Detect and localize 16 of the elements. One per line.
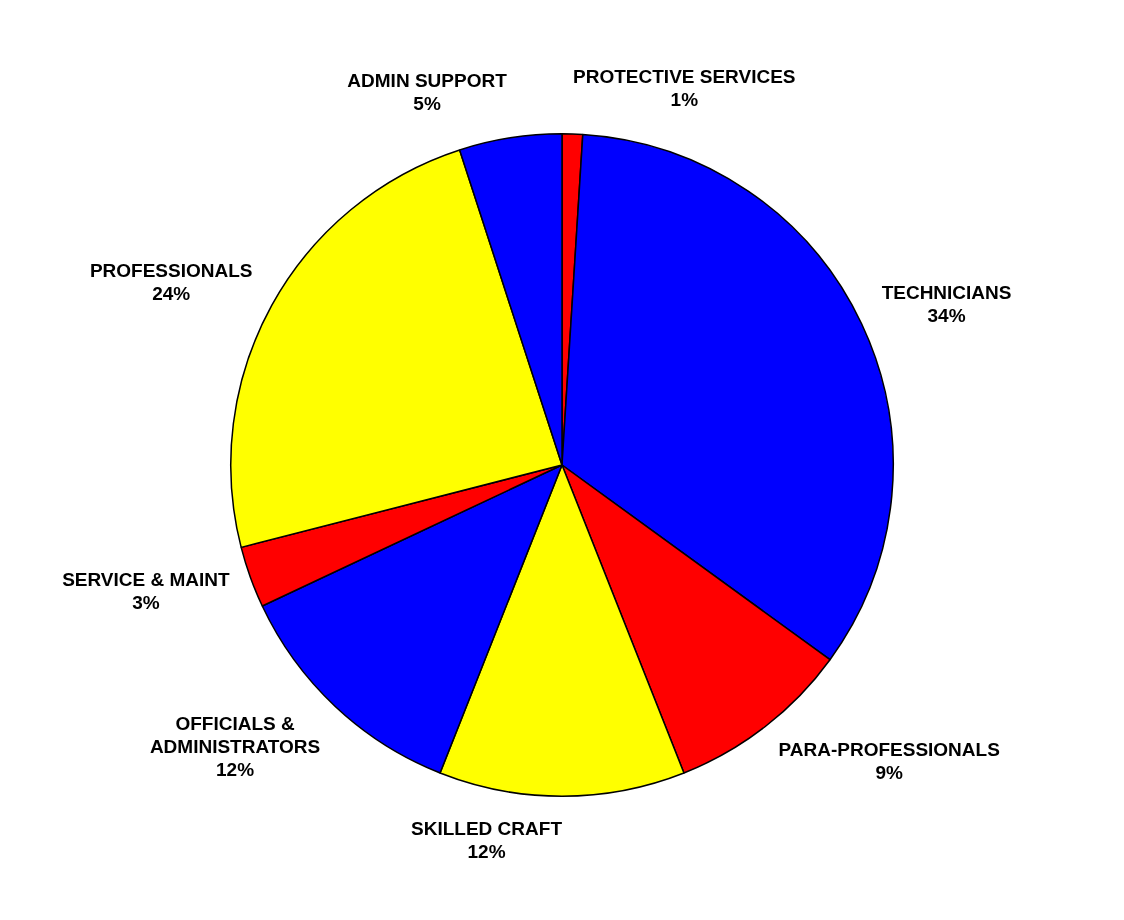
slice-label: SERVICE & MAINT bbox=[62, 569, 231, 591]
slice-label: OFFICIALS & ADMINISTRATORS bbox=[149, 712, 321, 757]
slice-label: TECHNICIANS bbox=[881, 281, 1012, 303]
data-label: 9% bbox=[875, 762, 904, 784]
data-label: 1% bbox=[670, 88, 699, 110]
slice-label: ADMIN SUPPORT bbox=[347, 70, 508, 92]
slice-label: PROFESSIONALS bbox=[89, 260, 253, 282]
data-label: 34% bbox=[927, 304, 966, 326]
data-label: 5% bbox=[413, 93, 441, 115]
slice-label: SKILLED CRAFT bbox=[411, 817, 563, 839]
slice-label: PARA-PROFESSIONALS bbox=[778, 739, 1000, 761]
slice-label: PROTECTIVE SERVICES bbox=[573, 65, 796, 87]
data-label: 24% bbox=[152, 283, 191, 305]
data-label: 3% bbox=[132, 592, 160, 614]
data-label: 12% bbox=[467, 840, 506, 862]
data-label: 12% bbox=[216, 758, 255, 780]
